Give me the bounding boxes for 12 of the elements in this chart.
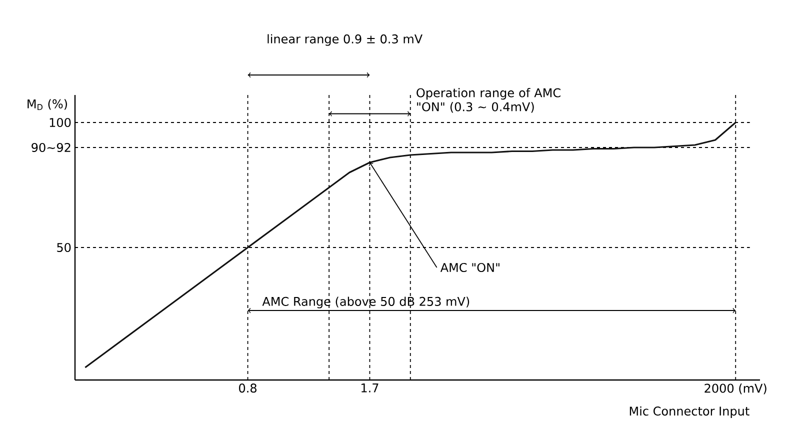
y-tick-label: 50	[57, 242, 71, 252]
x-tick-label: 0.8	[239, 384, 256, 393]
x-tick-label: 1.7	[362, 384, 378, 392]
x-axis-title: Mic Connector Input	[630, 406, 750, 418]
y-axis-title: M$_{D}$ (%)	[28, 99, 68, 110]
y-tick-label: 90~92	[32, 142, 70, 152]
annotation: Operation range of AMC "ON" (0.3 ~ 0.4mV)	[416, 88, 560, 113]
y-tick-label: 100	[50, 118, 71, 128]
text: linear range 0.9 ± 0.3 mV	[268, 34, 422, 46]
annotation: AMC "ON"	[440, 262, 500, 272]
annotation: AMC Range (above 50 dB 253 mV)	[262, 296, 470, 308]
x-tick-label: 2000 (mV)	[704, 384, 766, 394]
